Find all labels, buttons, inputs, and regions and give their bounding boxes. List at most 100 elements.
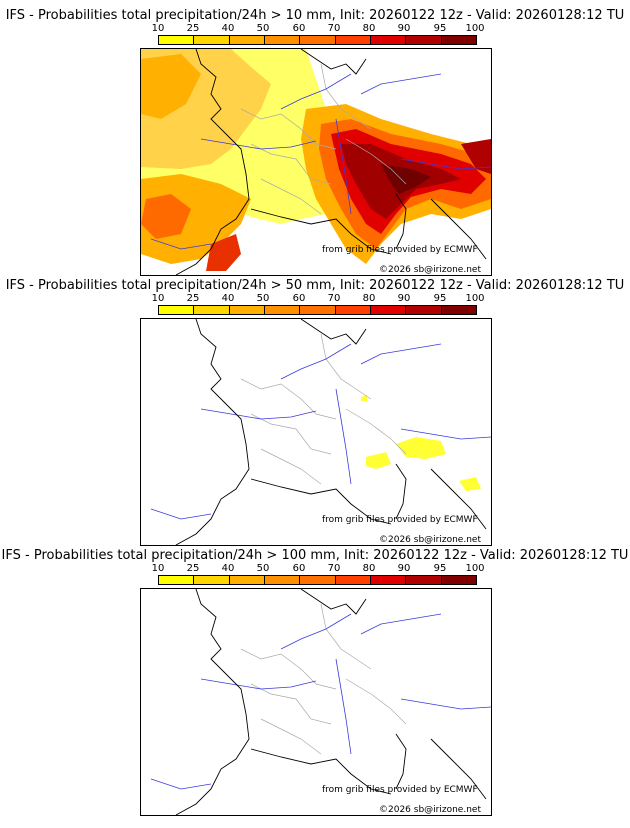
mediterranean-coast: [250, 208, 392, 255]
colorbar: [158, 35, 477, 45]
prob-10-25-alps: [396, 437, 446, 459]
colorbar-label: 70: [327, 293, 341, 304]
precip-map: [141, 49, 491, 275]
border-line: [240, 378, 337, 420]
colorbar-label: 60: [292, 563, 306, 574]
colorbar-label: 95: [433, 23, 447, 34]
colorbar-label: 25: [186, 563, 200, 574]
border-line: [240, 108, 337, 150]
river-line: [150, 508, 212, 520]
colorbar: [158, 575, 477, 585]
river-line: [400, 428, 491, 440]
river-line: [200, 138, 317, 150]
panel-title: IFS - Probabilities total precipitation/…: [5, 8, 625, 23]
colorbar-segment: [441, 576, 476, 584]
colorbar-label: 40: [221, 23, 235, 34]
atlantic-coast: [175, 49, 250, 275]
colorbar-label: 80: [362, 23, 376, 34]
prob-10-25-spot: [361, 395, 367, 401]
colorbar-label: 25: [186, 23, 200, 34]
colorbar-segment: [370, 576, 407, 584]
river-line: [150, 238, 212, 250]
precip-map: [150, 589, 491, 815]
colorbar-segment: [229, 36, 265, 44]
river-line: [280, 73, 352, 110]
colorbar-label: 100: [465, 293, 485, 304]
italy-coast: [430, 198, 487, 260]
border-line: [320, 63, 372, 130]
colorbar: [158, 305, 477, 315]
colorbar-label: 80: [362, 293, 376, 304]
colorbar-segment: [441, 36, 476, 44]
colorbar-segment: [264, 576, 301, 584]
italy-coast: [430, 738, 487, 800]
river-line: [280, 343, 352, 380]
border-line: [345, 408, 407, 455]
colorbar-label: 25: [186, 293, 200, 304]
river-line: [335, 658, 352, 755]
border-line: [260, 718, 322, 755]
colorbar-segment: [159, 306, 195, 314]
colorbar-label: 95: [433, 563, 447, 574]
colorbar-segment: [300, 36, 336, 44]
colorbar-segment: [159, 36, 195, 44]
colorbar-label: 40: [221, 293, 235, 304]
coastline: [175, 319, 487, 545]
colorbar-label: 90: [397, 563, 411, 574]
colorbar-labels: 10 25 40 50 60 70 80 90 95 100: [152, 563, 485, 574]
copyright-text: ©2026 sb@irizone.net: [379, 265, 481, 275]
river-line: [335, 388, 352, 485]
border-line: [345, 678, 407, 725]
colorbar-segment: [194, 36, 230, 44]
corsica-coast: [395, 193, 407, 250]
colorbar-label: 50: [256, 23, 270, 34]
ecmwf-credit: from grib files provided by ECMWF: [322, 245, 478, 255]
colorbar-segment: [159, 576, 195, 584]
colorbar-label: 90: [397, 293, 411, 304]
colorbar-label: 10: [151, 563, 165, 574]
colorbar-segment: [370, 36, 407, 44]
colorbar-label: 90: [397, 23, 411, 34]
probability-field: [141, 49, 491, 275]
colorbar-segment: [335, 306, 371, 314]
corsica-coast: [395, 733, 407, 790]
colorbar-segment: [264, 306, 301, 314]
river-line: [280, 613, 352, 650]
border-line: [260, 448, 322, 485]
colorbar-label: 40: [221, 563, 235, 574]
map-area: from grib files provided by ECMWF ©2026 …: [140, 588, 492, 816]
colorbar-segment: [300, 306, 336, 314]
prob-10-25-italy: [459, 477, 481, 491]
prob-70-80-iberia: [206, 234, 241, 271]
river-line: [360, 73, 442, 95]
colorbar-segment: [406, 306, 442, 314]
colorbar-label: 50: [256, 563, 270, 574]
border-line: [320, 603, 372, 670]
corsica-coast: [395, 463, 407, 520]
colorbar-label: 80: [362, 563, 376, 574]
river-line: [200, 678, 317, 690]
prob-60-70-iberia: [141, 194, 191, 239]
rivers: [150, 613, 491, 790]
channel-coast: [300, 49, 367, 75]
mediterranean-coast: [250, 478, 392, 525]
map-area: from grib files provided by ECMWF ©2026 …: [140, 318, 492, 546]
italy-coast: [430, 468, 487, 530]
prob-40-50-west: [141, 54, 201, 119]
colorbar-segment: [441, 306, 476, 314]
mediterranean-coast: [250, 748, 392, 795]
colorbar-label: 50: [256, 293, 270, 304]
admin-borders: [240, 333, 407, 485]
colorbar-segment: [335, 36, 371, 44]
channel-coast: [300, 589, 367, 615]
colorbar-labels: 10 25 40 50 60 70 80 90 95 100: [152, 293, 485, 304]
river-line: [335, 118, 352, 215]
prob-10-25-provence: [366, 452, 391, 469]
probability-field: [361, 395, 481, 491]
river-line: [360, 343, 442, 365]
atlantic-coast: [175, 589, 250, 815]
colorbar-segment: [370, 306, 407, 314]
map-panel-100mm: IFS - Probabilities total precipitation/…: [0, 540, 630, 816]
copyright-text: ©2026 sb@irizone.net: [379, 805, 481, 815]
coastline: [175, 589, 487, 815]
